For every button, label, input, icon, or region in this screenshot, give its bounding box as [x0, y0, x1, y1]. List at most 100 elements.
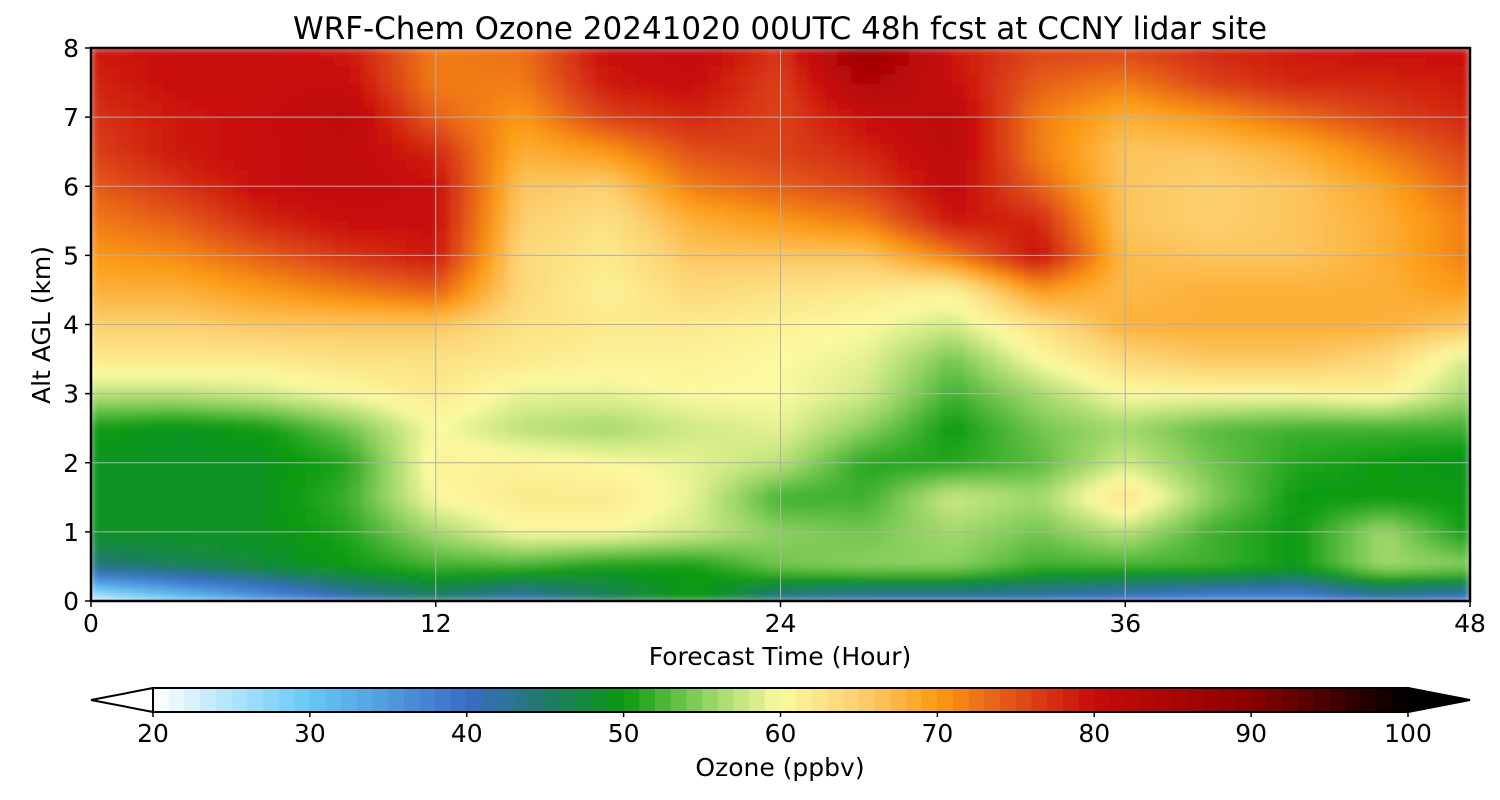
heatmap-cell — [1368, 453, 1385, 464]
heatmap-cell — [808, 505, 825, 516]
heatmap-cell — [1009, 237, 1026, 248]
heatmap-cell — [305, 522, 322, 533]
heatmap-cell — [636, 496, 652, 507]
heatmap-cell — [650, 358, 667, 369]
heatmap-cell — [492, 289, 509, 300]
heatmap-cell — [1067, 488, 1083, 498]
heatmap-cell — [205, 246, 221, 256]
heatmap-cell — [420, 159, 437, 170]
heatmap-cell — [765, 332, 782, 343]
heatmap-cell — [420, 427, 437, 438]
heatmap-cell — [664, 479, 681, 490]
heatmap-cell — [550, 194, 566, 205]
heatmap-cell — [866, 427, 882, 438]
heatmap-cell — [1297, 332, 1313, 343]
heatmap-cell — [1282, 159, 1299, 170]
heatmap-cell — [966, 315, 983, 326]
heatmap-cell — [1440, 418, 1457, 429]
heatmap-cell — [1038, 332, 1055, 343]
heatmap-cell — [377, 462, 394, 472]
heatmap-cell — [1110, 263, 1126, 274]
heatmap-cell — [262, 237, 279, 248]
heatmap-cell — [1081, 323, 1098, 334]
heatmap-cell — [291, 168, 308, 179]
heatmap-cell — [363, 548, 379, 559]
heatmap-cell — [320, 565, 336, 576]
heatmap-cell — [248, 418, 264, 429]
heatmap-cell — [449, 583, 466, 593]
heatmap-cell — [1052, 289, 1069, 300]
heatmap-cell — [851, 263, 868, 274]
heatmap-cell — [636, 591, 652, 601]
heatmap-cell — [262, 453, 279, 464]
heatmap-cell — [104, 151, 121, 161]
heatmap-cell — [636, 280, 652, 291]
heatmap-cell — [277, 574, 293, 585]
heatmap-cell — [234, 168, 250, 179]
heatmap-cell — [492, 539, 509, 550]
heatmap-cell — [550, 531, 566, 542]
heatmap-cell — [449, 418, 466, 429]
heatmap-cell — [262, 401, 279, 412]
heatmap-cell — [1182, 246, 1198, 256]
heatmap-cell — [564, 332, 580, 343]
heatmap-cell — [119, 151, 135, 161]
heatmap-cell — [1253, 548, 1270, 559]
heatmap-cell — [1139, 220, 1155, 231]
heatmap-cell — [1009, 393, 1026, 403]
heatmap-cell — [1167, 358, 1184, 369]
heatmap-cell — [1340, 297, 1356, 308]
heatmap-cell — [162, 522, 178, 533]
heatmap-cell — [1239, 151, 1256, 161]
heatmap-cell — [1038, 496, 1055, 507]
heatmap-cell — [1411, 393, 1428, 403]
heatmap-cell — [492, 280, 509, 291]
heatmap-cell — [119, 194, 135, 205]
heatmap-cell — [1311, 202, 1327, 213]
heatmap-cell — [664, 488, 681, 498]
heatmap-cell — [1038, 246, 1055, 256]
heatmap-cell — [478, 358, 494, 369]
heatmap-cell — [176, 151, 193, 161]
heatmap-cell — [765, 462, 782, 472]
heatmap-cell — [1024, 462, 1040, 472]
heatmap-cell — [1383, 453, 1399, 464]
heatmap-cell — [722, 323, 738, 334]
heatmap-cell — [1095, 315, 1112, 326]
heatmap-cell — [550, 246, 566, 256]
heatmap-cell — [966, 427, 983, 438]
heatmap-cell — [1024, 548, 1040, 559]
heatmap-cell — [1397, 280, 1414, 291]
heatmap-cell — [593, 341, 609, 352]
heatmap-cell — [923, 427, 940, 438]
heatmap-cell — [808, 297, 825, 308]
heatmap-cell — [1167, 548, 1184, 559]
heatmap-cell — [593, 246, 609, 256]
heatmap-cell — [779, 462, 796, 472]
heatmap-cell — [1124, 393, 1141, 403]
heatmap-cell — [1038, 315, 1055, 326]
heatmap-cell — [291, 539, 308, 550]
heatmap-cell — [593, 418, 609, 429]
heatmap-cell — [1311, 453, 1327, 464]
heatmap-cell — [1368, 228, 1385, 239]
heatmap-cell — [1009, 574, 1026, 585]
heatmap-cell — [607, 522, 624, 533]
heatmap-cell — [1124, 168, 1141, 179]
heatmap-cell — [981, 349, 997, 360]
heatmap-cell — [1009, 185, 1026, 196]
heatmap-cell — [952, 375, 968, 386]
heatmap-cell — [779, 228, 796, 239]
heatmap-cell — [952, 263, 968, 274]
heatmap-cell — [1297, 401, 1313, 412]
heatmap-cell — [909, 384, 925, 395]
heatmap-cell — [1110, 332, 1126, 343]
heatmap-cell — [636, 211, 652, 222]
heatmap-cell — [564, 505, 580, 516]
heatmap-cell — [521, 254, 537, 265]
heatmap-cell — [420, 505, 437, 516]
heatmap-cell — [1426, 254, 1442, 265]
heatmap-cell — [621, 220, 638, 231]
heatmap-cell — [1383, 427, 1399, 438]
heatmap-cell — [219, 574, 236, 585]
